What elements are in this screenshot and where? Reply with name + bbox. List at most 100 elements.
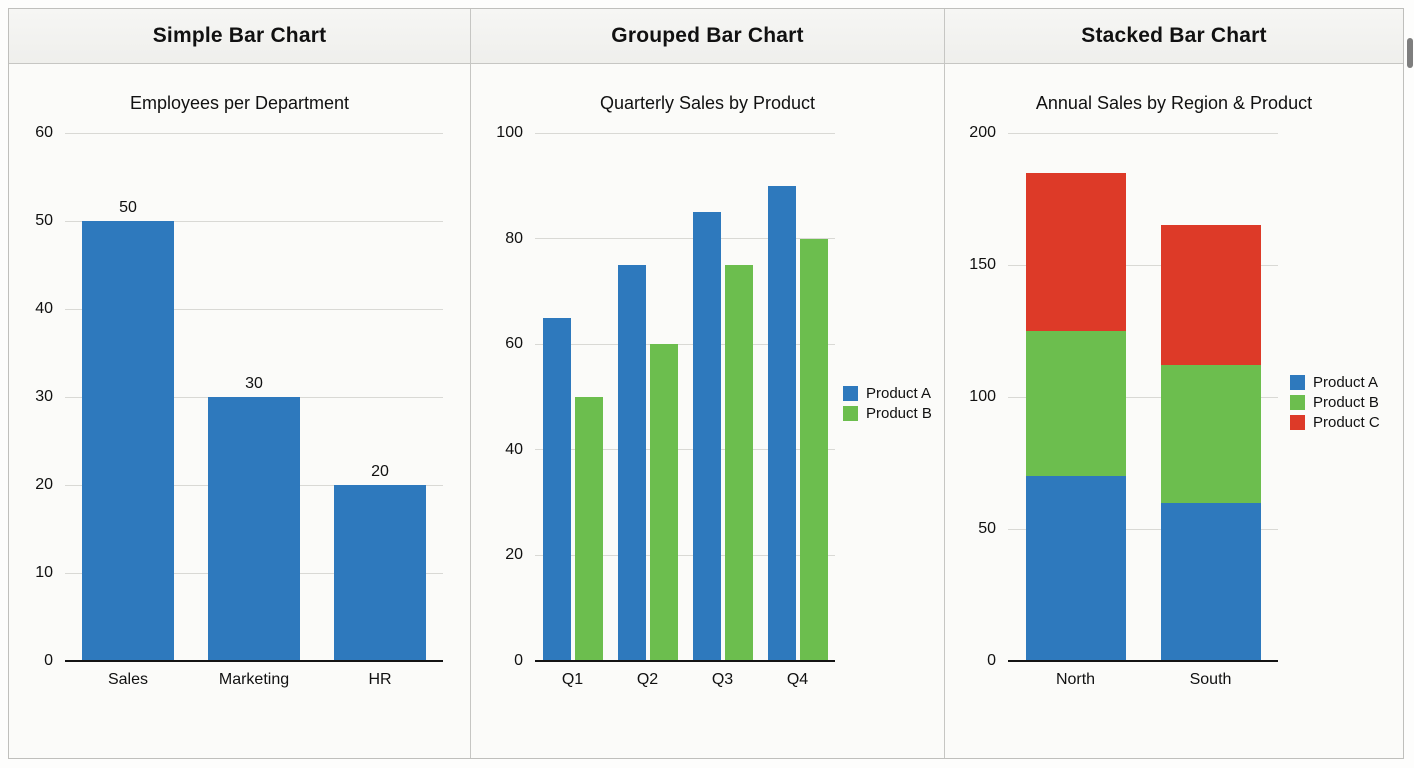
y-tick-label: 0 <box>44 652 53 669</box>
bar <box>82 221 174 661</box>
legend-item: Product C <box>1290 415 1380 430</box>
x-tick-label: Marketing <box>218 671 290 688</box>
bar-segment <box>1160 365 1261 503</box>
y-tick-label: 50 <box>35 212 53 229</box>
x-tick-label: HR <box>368 671 392 688</box>
y-tick-label: 60 <box>505 335 523 353</box>
legend-swatch <box>843 386 858 401</box>
bar <box>574 397 603 661</box>
legend-item: Product A <box>1290 375 1380 390</box>
simple-bar-chart: Employees per Department 0 10 20 30 40 50 60 50 S… <box>9 64 470 759</box>
x-tick-label: South <box>1189 671 1232 688</box>
y-gridline <box>535 238 835 240</box>
legend-label: Product B <box>1313 394 1379 411</box>
panel-header-label: Stacked Bar Chart <box>1081 24 1267 47</box>
bar <box>334 485 426 661</box>
bar-value-label: 50 <box>119 199 137 216</box>
y-tick-label: 40 <box>505 440 523 458</box>
bar <box>799 238 828 661</box>
bar-segment <box>1025 331 1126 477</box>
y-gridline <box>1008 528 1278 530</box>
panel-header-label: Simple Bar Chart <box>152 24 327 47</box>
bar <box>767 185 796 661</box>
y-gridline <box>535 554 835 556</box>
bar-segment <box>1160 502 1261 661</box>
x-axis-line <box>65 660 443 662</box>
chart-title: Annual Sales by Region & Product <box>1035 93 1313 113</box>
chart-report: Simple Bar Chart Employees per Departmen… <box>8 8 1404 759</box>
x-axis-line <box>1008 660 1278 662</box>
scrollbar-thumb[interactable] <box>1407 38 1413 68</box>
bar-segment <box>1025 476 1126 661</box>
panel-body-simple-bar: Employees per Department 0 10 20 30 40 50 60 50 S… <box>9 64 470 759</box>
legend-item: Product B <box>1290 395 1380 410</box>
y-gridline <box>1008 132 1278 134</box>
y-tick-label: 60 <box>35 124 53 141</box>
legend-swatch <box>1290 395 1305 410</box>
y-gridline <box>65 308 443 310</box>
bar <box>649 344 678 661</box>
x-tick-label: Q4 <box>786 671 809 688</box>
panel-header-grouped-bar: Grouped Bar Chart <box>471 9 944 64</box>
y-tick-label: 20 <box>505 546 523 564</box>
y-tick-label: 30 <box>35 388 53 405</box>
panel-body-grouped-bar: Quarterly Sales by Product 0 20 40 60 80 100 Q1… <box>471 64 944 759</box>
bar <box>542 317 571 661</box>
y-tick-label: 80 <box>505 229 523 247</box>
y-gridline <box>535 132 835 134</box>
y-tick-label: 40 <box>35 300 53 317</box>
y-gridline <box>1008 396 1278 398</box>
bar-segment <box>1025 172 1126 331</box>
bar <box>617 265 646 661</box>
bar <box>724 265 753 661</box>
y-gridline <box>65 132 443 134</box>
x-axis-line <box>535 660 835 662</box>
legend-item: Product A <box>843 386 932 401</box>
x-tick-label: Q1 <box>561 671 584 688</box>
bar-value-label: 30 <box>245 375 263 392</box>
y-tick-label: 10 <box>35 564 53 581</box>
x-tick-label: Sales <box>107 671 149 688</box>
y-tick-label: 150 <box>969 256 996 273</box>
y-gridline <box>65 220 443 222</box>
y-tick-label: 50 <box>978 520 996 537</box>
x-tick-label: Q2 <box>636 671 659 688</box>
y-tick-label: 100 <box>969 388 996 405</box>
legend-item: Product B <box>843 406 932 421</box>
panel-header-stacked-bar: Stacked Bar Chart <box>945 9 1403 64</box>
panel-simple-bar-chart: Simple Bar Chart Employees per Departmen… <box>9 9 470 758</box>
grouped-bar-chart: Quarterly Sales by Product 0 20 40 60 80 100 Q1… <box>471 64 944 759</box>
chart-title: Quarterly Sales by Product <box>599 93 816 113</box>
legend-swatch <box>843 406 858 421</box>
panel-body-stacked-bar: Annual Sales by Region & Product 0 50 100 15… <box>945 64 1403 759</box>
y-gridline <box>535 343 835 345</box>
y-gridline <box>535 449 835 451</box>
panel-grouped-bar-chart: Grouped Bar Chart Quarterly Sales by Pro… <box>470 9 944 758</box>
chart-legend: Product A Product B <box>843 386 932 421</box>
legend-swatch <box>1290 415 1305 430</box>
chart-legend: Product A Product B Product C <box>1290 375 1380 430</box>
chart-title: Employees per Department <box>129 93 350 113</box>
y-tick-label: 0 <box>987 652 996 669</box>
x-tick-label: North <box>1055 671 1096 688</box>
bar <box>692 212 721 661</box>
panel-header-simple-bar: Simple Bar Chart <box>9 9 470 64</box>
panel-stacked-bar-chart: Stacked Bar Chart Annual Sales by Region… <box>944 9 1403 758</box>
bar-value-label: 20 <box>371 463 389 480</box>
y-tick-label: 0 <box>514 652 523 669</box>
y-tick-label: 100 <box>496 124 523 141</box>
legend-label: Product B <box>866 405 932 422</box>
x-tick-label: Q3 <box>711 671 734 688</box>
stacked-bar-chart: Annual Sales by Region & Product 0 50 100 15… <box>945 64 1403 759</box>
legend-swatch <box>1290 375 1305 390</box>
bar <box>208 397 300 661</box>
legend-label: Product A <box>1313 374 1379 391</box>
y-tick-label: 200 <box>969 124 996 141</box>
y-tick-label: 20 <box>35 476 53 493</box>
legend-label: Product A <box>866 385 932 402</box>
bar-segment <box>1160 225 1261 366</box>
panel-header-label: Grouped Bar Chart <box>611 24 804 47</box>
y-gridline <box>1008 264 1278 266</box>
legend-label: Product C <box>1313 414 1380 431</box>
